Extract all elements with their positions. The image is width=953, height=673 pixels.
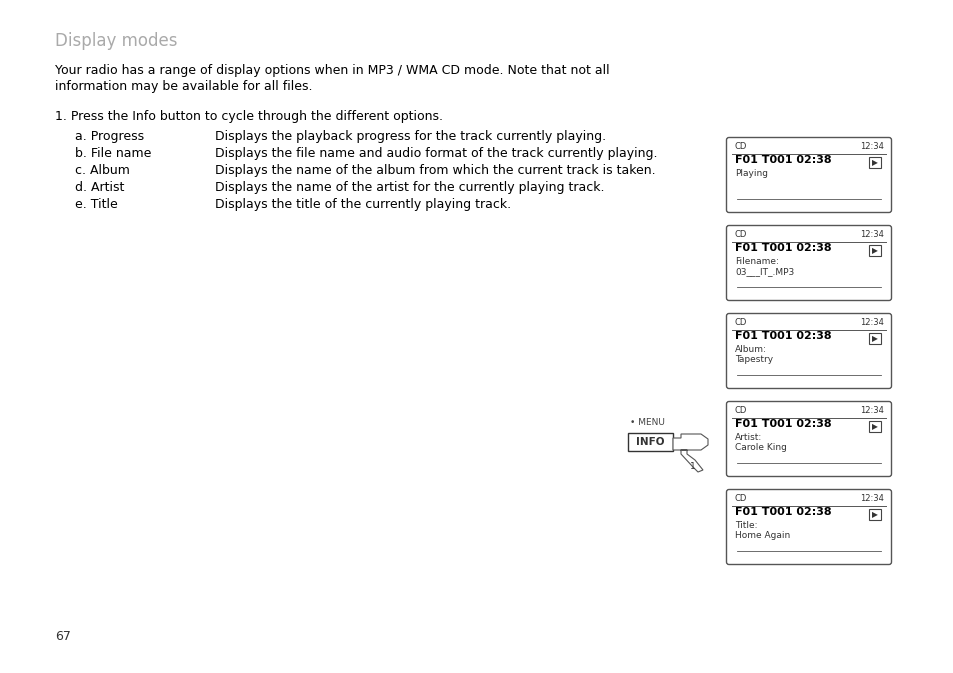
Text: ▶: ▶ (871, 510, 877, 519)
Text: 1: 1 (689, 462, 695, 471)
Text: c. Album: c. Album (75, 164, 130, 177)
Text: ▶: ▶ (871, 246, 877, 255)
Text: 1. Press the Info button to cycle through the different options.: 1. Press the Info button to cycle throug… (55, 110, 442, 123)
Text: Home Again: Home Again (734, 531, 789, 540)
FancyBboxPatch shape (726, 489, 890, 565)
Text: Display modes: Display modes (55, 32, 177, 50)
Text: Displays the file name and audio format of the track currently playing.: Displays the file name and audio format … (214, 147, 657, 160)
FancyBboxPatch shape (726, 225, 890, 301)
Text: CD: CD (734, 142, 746, 151)
Text: CD: CD (734, 318, 746, 327)
FancyBboxPatch shape (726, 314, 890, 388)
Text: 12:34: 12:34 (860, 230, 883, 239)
Text: Artist:: Artist: (734, 433, 761, 442)
Text: Displays the playback progress for the track currently playing.: Displays the playback progress for the t… (214, 130, 605, 143)
FancyBboxPatch shape (868, 421, 880, 432)
Text: 12:34: 12:34 (860, 142, 883, 151)
Text: Playing: Playing (734, 169, 767, 178)
Text: 67: 67 (55, 630, 71, 643)
Text: ▶: ▶ (871, 158, 877, 167)
FancyBboxPatch shape (726, 402, 890, 476)
Text: F01 T001 02:38: F01 T001 02:38 (734, 331, 831, 341)
Text: 03___IT_.MP3: 03___IT_.MP3 (734, 267, 794, 276)
Text: Tapestry: Tapestry (734, 355, 772, 364)
Text: 12:34: 12:34 (860, 406, 883, 415)
Text: Displays the title of the currently playing track.: Displays the title of the currently play… (214, 198, 511, 211)
Text: F01 T001 02:38: F01 T001 02:38 (734, 243, 831, 253)
FancyBboxPatch shape (868, 333, 880, 344)
Text: Your radio has a range of display options when in MP3 / WMA CD mode. Note that n: Your radio has a range of display option… (55, 64, 609, 77)
FancyBboxPatch shape (726, 137, 890, 213)
Text: e. Title: e. Title (75, 198, 117, 211)
Text: F01 T001 02:38: F01 T001 02:38 (734, 155, 831, 165)
Text: CD: CD (734, 406, 746, 415)
Text: CD: CD (734, 230, 746, 239)
Text: Filename:: Filename: (734, 257, 778, 266)
Text: b. File name: b. File name (75, 147, 152, 160)
Text: • MENU: • MENU (629, 418, 664, 427)
Text: Album:: Album: (734, 345, 766, 354)
Text: F01 T001 02:38: F01 T001 02:38 (734, 419, 831, 429)
Text: F01 T001 02:38: F01 T001 02:38 (734, 507, 831, 517)
Polygon shape (672, 434, 707, 472)
FancyBboxPatch shape (868, 157, 880, 168)
Text: information may be available for all files.: information may be available for all fil… (55, 80, 313, 93)
Text: INFO: INFO (636, 437, 664, 447)
Text: Displays the name of the artist for the currently playing track.: Displays the name of the artist for the … (214, 181, 604, 194)
Text: a. Progress: a. Progress (75, 130, 144, 143)
Text: 12:34: 12:34 (860, 494, 883, 503)
Text: Title:: Title: (734, 521, 757, 530)
Text: ▶: ▶ (871, 422, 877, 431)
Text: CD: CD (734, 494, 746, 503)
FancyBboxPatch shape (868, 245, 880, 256)
Text: d. Artist: d. Artist (75, 181, 124, 194)
Text: 12:34: 12:34 (860, 318, 883, 327)
FancyBboxPatch shape (627, 433, 672, 451)
Text: ▶: ▶ (871, 334, 877, 343)
Text: Displays the name of the album from which the current track is taken.: Displays the name of the album from whic… (214, 164, 655, 177)
FancyBboxPatch shape (868, 509, 880, 520)
Text: Carole King: Carole King (734, 443, 786, 452)
